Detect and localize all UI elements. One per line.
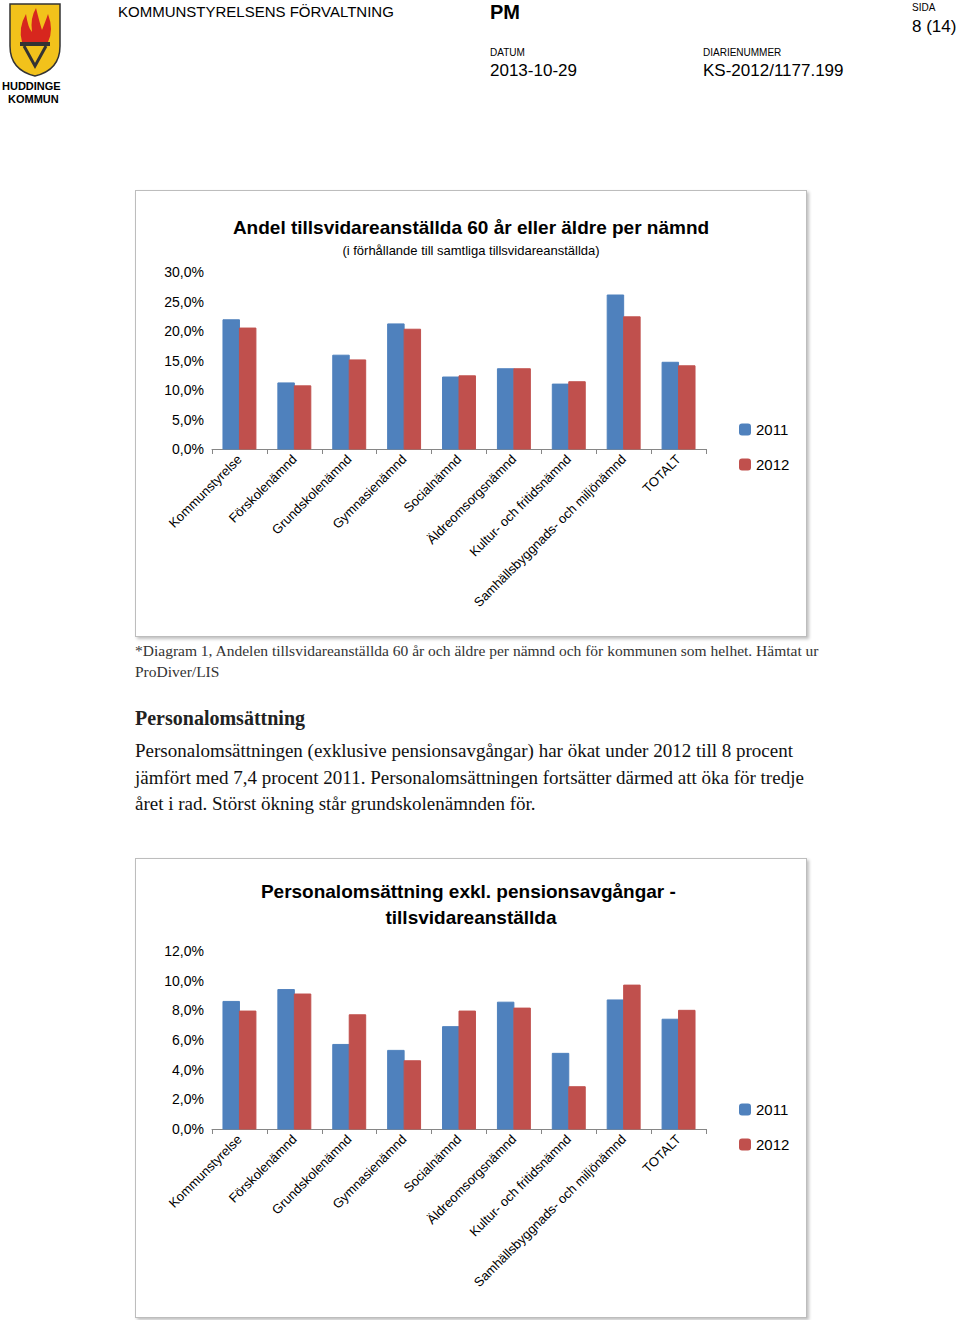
- svg-text:Förskolenämnd: Förskolenämnd: [225, 451, 300, 526]
- svg-text:0,0%: 0,0%: [172, 1121, 204, 1137]
- svg-text:2012: 2012: [756, 456, 789, 473]
- svg-text:Äldreomsorgsnämnd: Äldreomsorgsnämnd: [424, 1132, 519, 1227]
- svg-text:Grundskolenämnd: Grundskolenämnd: [268, 451, 355, 538]
- svg-text:(i förhållande till samtliga t: (i förhållande till samtliga tillsvidare…: [342, 243, 599, 258]
- html-text:Personalomsättning: Personalomsättning: [135, 707, 305, 729]
- svg-text:tillsvidareanställda: tillsvidareanställda: [385, 907, 557, 928]
- svg-text:Personalomsättning exkl. pensi: Personalomsättning exkl. pensionsavgånga…: [261, 881, 681, 902]
- svg-text:10,0%: 10,0%: [164, 382, 204, 398]
- svg-text:Gymnasienämnd: Gymnasienämnd: [329, 1132, 409, 1212]
- svg-text:2012: 2012: [756, 1136, 789, 1153]
- svg-text:Gymnasienämnd: Gymnasienämnd: [329, 452, 409, 532]
- html-text:KOMMUNSTYRELSENS FÖRVALTNING: KOMMUNSTYRELSENS FÖRVALTNING: [118, 3, 394, 20]
- svg-text:12,0%: 12,0%: [164, 943, 204, 959]
- svg-text:15,0%: 15,0%: [164, 353, 204, 369]
- svg-text:Kultur- och fritidsnämnd: Kultur- och fritidsnämnd: [467, 1132, 575, 1240]
- svg-text:30,0%: 30,0%: [164, 264, 204, 280]
- html-text:*Diagram 1, Andelen tillsvidar: *Diagram 1, Andelen tillsvidareanställda…: [135, 642, 819, 680]
- svg-text:Kultur- och fritidsnämnd: Kultur- och fritidsnämnd: [467, 452, 575, 560]
- svg-text:Socialnämnd: Socialnämnd: [400, 1131, 465, 1196]
- html-text:8 (14): 8 (14): [912, 17, 957, 36]
- html-text:KOMMUN: KOMMUN: [8, 93, 59, 105]
- svg-text:Grundskolenämnd: Grundskolenämnd: [268, 1131, 355, 1218]
- html-text:SIDA: SIDA: [912, 2, 936, 13]
- svg-text:8,0%: 8,0%: [172, 1002, 204, 1018]
- svg-text:TOTALT: TOTALT: [640, 452, 684, 496]
- svg-text:2011: 2011: [756, 421, 788, 438]
- html-text:HUDDINGE: HUDDINGE: [2, 80, 61, 92]
- svg-text:Samhällsbyggnads- och miljönäm: Samhällsbyggnads- och miljönämnd: [471, 452, 629, 610]
- html-text:DATUM: DATUM: [490, 47, 525, 58]
- svg-text:20,0%: 20,0%: [164, 323, 204, 339]
- svg-text:Äldreomsorgsnämnd: Äldreomsorgsnämnd: [424, 452, 519, 547]
- svg-text:0,0%: 0,0%: [172, 441, 204, 457]
- html-text:KS-2012/1177.199: KS-2012/1177.199: [703, 61, 844, 80]
- svg-text:4,0%: 4,0%: [172, 1062, 204, 1078]
- svg-text:Kommunstyrelse: Kommunstyrelse: [165, 451, 245, 531]
- svg-text:TOTALT: TOTALT: [640, 1132, 684, 1176]
- svg-text:Andel tillsvidareanställda 60: Andel tillsvidareanställda 60 år eller ä…: [233, 217, 709, 238]
- svg-text:Förskolenämnd: Förskolenämnd: [225, 1131, 300, 1206]
- html-text:Personalomsättningen (exklusiv: Personalomsättningen (exklusive pensions…: [135, 740, 804, 814]
- svg-text:Kommunstyrelse: Kommunstyrelse: [165, 1131, 245, 1211]
- html-text:PM: PM: [490, 1, 520, 23]
- svg-text:5,0%: 5,0%: [172, 412, 204, 428]
- svg-text:10,0%: 10,0%: [164, 973, 204, 989]
- svg-text:2,0%: 2,0%: [172, 1091, 204, 1107]
- svg-text:25,0%: 25,0%: [164, 294, 204, 310]
- html-text:DIARIENUMMER: DIARIENUMMER: [703, 47, 782, 58]
- svg-text:Socialnämnd: Socialnämnd: [400, 451, 465, 516]
- html-text:2013-10-29: 2013-10-29: [490, 61, 577, 80]
- svg-text:Samhällsbyggnads- och miljönäm: Samhällsbyggnads- och miljönämnd: [471, 1132, 629, 1290]
- svg-text:2011: 2011: [756, 1101, 788, 1118]
- svg-text:6,0%: 6,0%: [172, 1032, 204, 1048]
